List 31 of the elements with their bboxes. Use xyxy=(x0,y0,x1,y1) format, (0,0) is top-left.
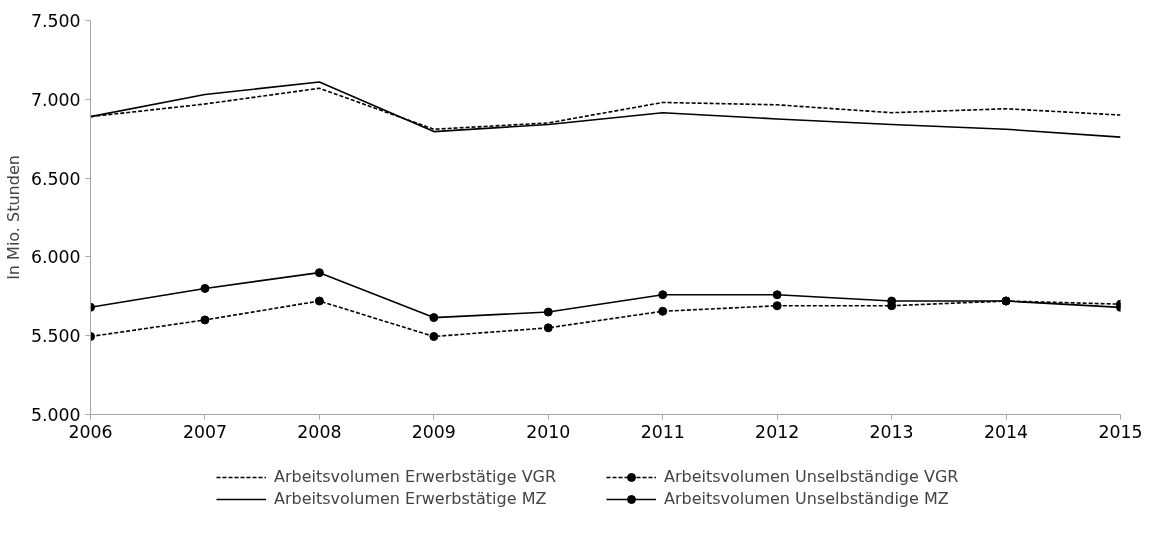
point xyxy=(314,296,324,306)
point xyxy=(314,268,324,278)
y-tick-label: 6.000 xyxy=(30,247,81,268)
point xyxy=(543,323,553,333)
y-tick-label: 5.500 xyxy=(30,326,81,347)
legend-label: Arbeitsvolumen Unselbständige MZ xyxy=(664,489,950,508)
point xyxy=(200,283,210,293)
point xyxy=(658,290,668,300)
x-tick-label: 2009 xyxy=(411,421,456,442)
x-tick-label: 2015 xyxy=(1098,421,1143,442)
point xyxy=(429,332,439,341)
y-tick-label: 6.500 xyxy=(30,168,81,189)
legend-label: Arbeitsvolumen Erwerbstätige VGR xyxy=(274,467,558,486)
y-axis-title: In Mio. Stunden xyxy=(3,155,23,280)
point xyxy=(543,307,553,317)
x-tick-label: 2014 xyxy=(984,421,1029,442)
x-tick-label: 2012 xyxy=(755,421,800,442)
x-tick-label: 2007 xyxy=(182,421,227,442)
x-tick-label: 2010 xyxy=(526,421,571,442)
point xyxy=(200,315,210,325)
legend-label: Arbeitsvolumen Unselbständige VGR xyxy=(664,467,960,486)
point xyxy=(658,306,668,316)
y-tick-label: 7.000 xyxy=(30,89,81,110)
x-tick-label: 2013 xyxy=(869,421,914,442)
point xyxy=(772,290,782,300)
point xyxy=(772,301,782,311)
point xyxy=(429,313,439,323)
x-tick-label: 2011 xyxy=(640,421,685,442)
y-tick-label: 7.500 xyxy=(30,11,81,31)
x-tick-label: 2008 xyxy=(297,421,342,442)
legend-label: Arbeitsvolumen Erwerbstätige MZ xyxy=(274,489,548,508)
